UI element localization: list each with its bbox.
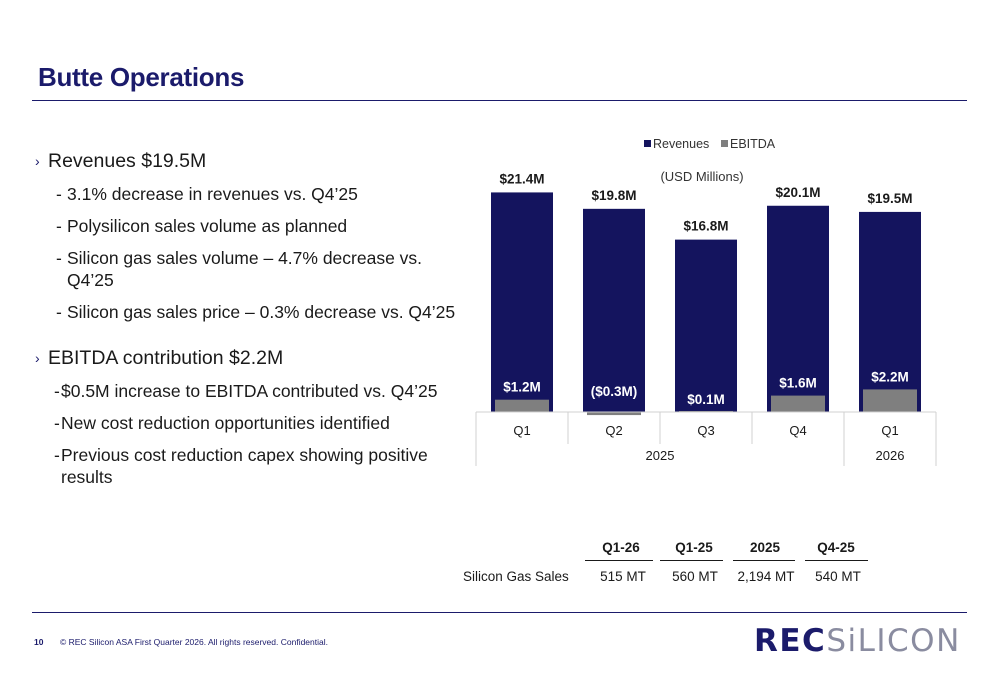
sub-bullet-text: Silicon gas sales volume – 4.7% decrease… (67, 248, 423, 290)
revenue-ebitda-chart: Revenues EBITDA (USD Millions) $21.4M $1.2M Q… (475, 137, 937, 466)
data-label-revenues: $20.1M (775, 185, 820, 200)
data-label-revenues: $16.8M (683, 219, 728, 234)
sub-bullet: -3.1% decrease in revenues vs. Q4’25 (56, 184, 358, 204)
col-header: 2025 (749, 540, 781, 555)
tick-label: Q4 (789, 423, 806, 438)
bar-revenues (859, 211, 921, 412)
table-cell: 2,194 MT (737, 569, 795, 584)
group-label: 2025 (646, 448, 675, 463)
group-label: 2026 (876, 448, 905, 463)
row-label: Silicon Gas Sales (463, 569, 569, 584)
header-underline (733, 560, 795, 561)
bullet-revenues-text: Revenues $19.5M (48, 150, 207, 172)
rec-silicon-logo: RECSiLICON (754, 623, 961, 659)
sub-bullet: - Polysilicon sales volume as planned (56, 216, 348, 236)
bullet-revenues: › Revenues $19.5M (35, 150, 458, 173)
legend-swatch-revenues (644, 140, 651, 147)
bullet-list: › Revenues $19.5M -3.1% decrease in reve… (35, 150, 458, 498)
bar-ebitda (679, 410, 733, 412)
legend-label-revenues: Revenues (653, 137, 709, 151)
col-header: Q1-26 (602, 540, 640, 555)
tick-label: Q2 (605, 423, 622, 438)
sub-bullet: - Silicon gas sales price – 0.3% decrease… (56, 302, 456, 322)
data-label-ebitda: $2.2M (871, 369, 909, 384)
sub-bullet-text: $0.5M increase to EBITDA contributed vs.… (61, 381, 438, 401)
silicon-gas-table: Silicon Gas Sales Q1-26 Q1-25 2025 Q4-25… (455, 535, 925, 595)
sub-bullet-text: Silicon gas sales price – 0.3% decrease … (67, 302, 456, 322)
chevron-right-icon: › (35, 153, 40, 169)
chart-subtitle: (USD Millions) (660, 169, 743, 184)
legend-swatch-ebitda (721, 140, 728, 147)
header-underline (660, 560, 723, 561)
data-label-ebitda: $1.6M (779, 376, 817, 391)
data-label-ebitda: ($0.3M) (591, 384, 638, 399)
col-header: Q1-25 (675, 540, 713, 555)
col-header: Q4-25 (817, 540, 855, 555)
bar-ebitda (771, 395, 825, 412)
data-label-revenues: $19.5M (867, 191, 912, 206)
sub-bullet-text: Polysilicon sales volume as planned (67, 216, 348, 236)
bar-ebitda (863, 389, 917, 412)
bullet-ebitda-text: EBITDA contribution $2.2M (48, 347, 284, 369)
bullet-ebitda: › EBITDA contribution $2.2M (35, 347, 458, 370)
sub-bullet-text: New cost reduction opportunities identif… (61, 413, 390, 433)
sub-bullet: - $0.5M increase to EBITDA contributed vs… (54, 381, 438, 401)
bar-ebitda (587, 412, 641, 416)
page-title: Butte Operations (38, 62, 245, 92)
bar-revenues (675, 239, 737, 412)
tick-label: Q1 (881, 423, 898, 438)
copyright-text: © REC Silicon ASA First Quarter 2026. Al… (60, 637, 328, 647)
table-cell: 560 MT (672, 569, 718, 584)
data-label-revenues: $21.4M (499, 171, 544, 186)
tick-label: Q1 (513, 423, 530, 438)
bar-revenues (767, 205, 829, 412)
header-underline (805, 560, 868, 561)
sub-bullet: - Silicon gas sales volume – 4.7% decreas… (56, 248, 423, 290)
bar-revenues (583, 208, 645, 412)
page-number: 10 (34, 637, 44, 647)
sub-bullet-text: 3.1% decrease in revenues vs. Q4’25 (67, 184, 358, 204)
chevron-right-icon: › (35, 350, 40, 366)
data-label-ebitda: $1.2M (503, 380, 541, 395)
tick-label: Q3 (697, 423, 714, 438)
table-cell: 515 MT (600, 569, 646, 584)
data-label-ebitda: $0.1M (687, 392, 725, 407)
bar-ebitda (495, 399, 549, 412)
sub-bullet: - New cost reduction opportunities identi… (54, 413, 390, 433)
table-cell: 540 MT (815, 569, 861, 584)
footer-divider (32, 612, 967, 613)
data-label-revenues: $19.8M (591, 188, 636, 203)
bar-revenues (491, 192, 553, 412)
legend-label-ebitda: EBITDA (730, 137, 776, 151)
title-divider (32, 100, 967, 101)
sub-bullet-text: Previous cost reduction capex showing po… (61, 445, 428, 487)
sub-bullet: - Previous cost reduction capex showing p… (54, 445, 428, 487)
header-underline (585, 560, 653, 561)
